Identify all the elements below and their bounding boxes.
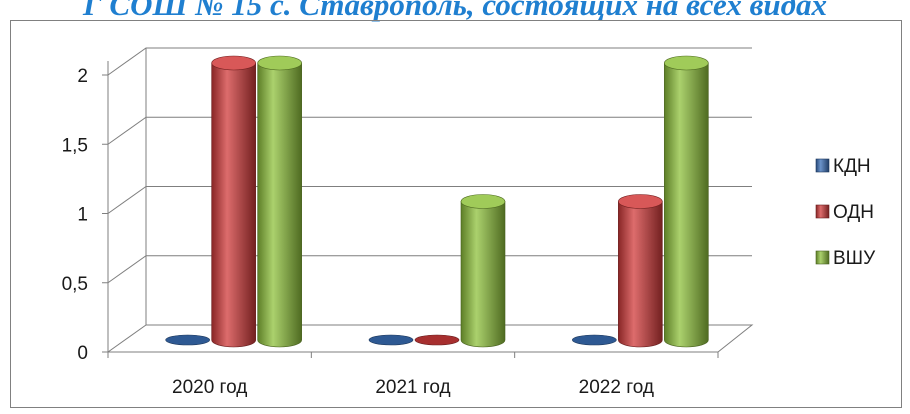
legend-item-ОДН: ОДН — [815, 202, 874, 223]
bar-ОДН-2020-год — [211, 55, 256, 348]
bar-КДН-2022-год — [572, 334, 617, 346]
y-tick-label: 0,5 — [62, 274, 88, 295]
y-tick-label: 2 — [77, 66, 88, 87]
legend-item-КДН: КДН — [815, 156, 871, 177]
chart-frame — [10, 20, 902, 408]
legend-swatch — [815, 250, 830, 265]
x-tick-label: 2021 год — [375, 377, 450, 398]
bar-КДН-2020-год — [165, 334, 210, 346]
bar-ОДН-2021-год — [414, 334, 460, 346]
x-tick-label: 2022 год — [579, 377, 654, 398]
bar-КДН-2021-год — [368, 334, 414, 346]
bar-ВШУ-2020-год — [257, 55, 302, 348]
y-tick-label: 1,5 — [62, 135, 88, 156]
gridline-3 — [107, 116, 752, 145]
gridline-4 — [107, 47, 752, 76]
legend-swatch — [815, 158, 830, 173]
bar-ВШУ-2022-год — [664, 55, 709, 348]
bar-ОДН-2022-год — [618, 194, 663, 348]
x-axis-tick-labels: 2020 год 2021 год 2022 год — [172, 377, 654, 398]
legend-label: ОДН — [833, 202, 874, 223]
chart-title-fragment: Г СОШ № 15 с. Ставрополь, состоящих на в… — [82, 0, 828, 22]
bar-ВШУ-2021-год — [460, 194, 506, 348]
legend-label: КДН — [833, 156, 871, 177]
legend-label: ВШУ — [833, 248, 876, 269]
y-axis-tick-labels: 0 0,5 1 1,5 2 — [62, 66, 88, 364]
bars — [165, 55, 709, 348]
y-tick-label: 1 — [77, 205, 88, 226]
x-tick-label: 2020 год — [172, 377, 247, 398]
legend: КДН ОДН ВШУ — [815, 156, 876, 269]
legend-item-ВШУ: ВШУ — [815, 248, 876, 269]
y-tick-label: 0 — [77, 343, 88, 364]
legend-swatch — [815, 204, 830, 219]
